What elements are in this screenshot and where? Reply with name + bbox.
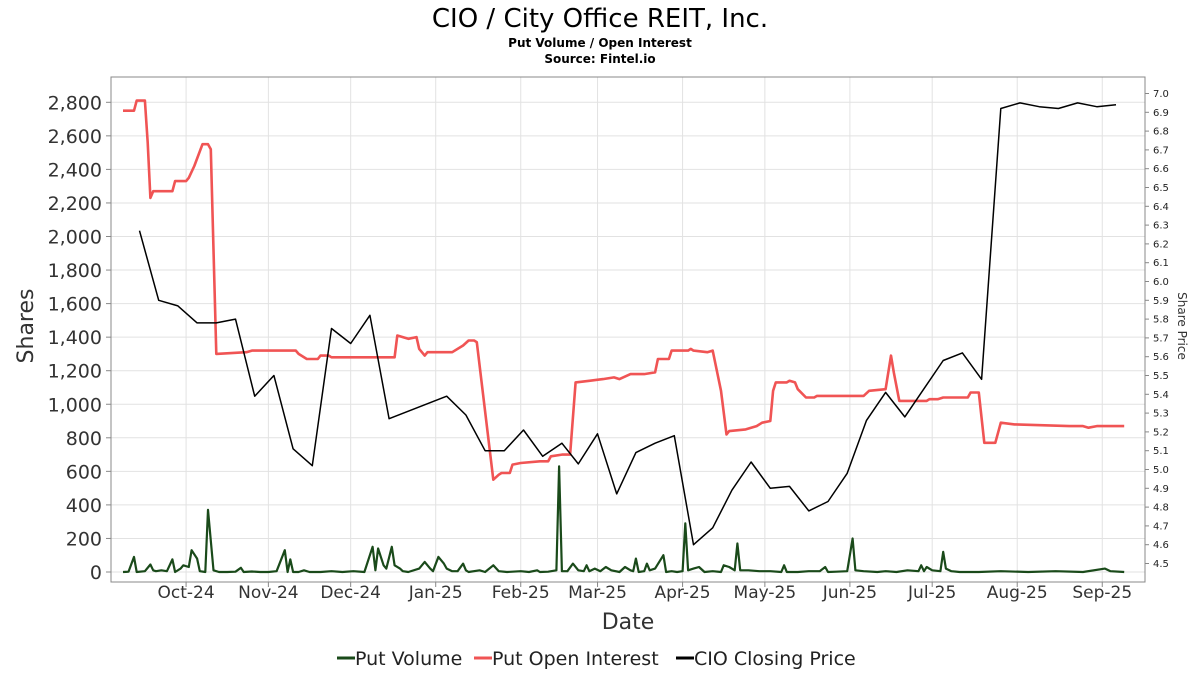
y2-tick-label: 6.0 [1153,277,1169,288]
y-tick-label: 2,800 [48,92,102,114]
y-tick-label: 2,600 [48,126,102,148]
y2-tick-label: 5.5 [1153,371,1169,382]
x-axis: Oct-24 Nov-24 Dec-24 Jan-25 Feb-25 Mar-25 Apr-… [158,582,1132,603]
chart-subtitle: Put Volume / Open Interest [508,36,692,50]
legend-label-put-volume: Put Volume [355,648,462,670]
x-tick-label: Jul-25 [907,583,956,603]
y-tick-label: 1,600 [48,294,102,316]
y-tick-label: 1,200 [48,361,102,383]
legend: Put Volume Put Open Interest CIO Closing P… [337,648,856,670]
y2-tick-label: 6.4 [1153,202,1169,213]
y2-tick-label: 5.8 [1153,315,1169,326]
y2-tick-label: 6.9 [1153,108,1169,119]
y2-tick-label: 4.8 [1153,503,1169,514]
y-tick-label: 0 [90,562,102,584]
y-tick-label: 1,800 [48,260,102,282]
y2-tick-label: 6.6 [1153,164,1169,175]
y2-tick-label: 4.6 [1153,540,1169,551]
y2-tick-label: 5.6 [1153,352,1169,363]
y2-tick-label: 5.3 [1153,409,1169,420]
y2-tick-label: 6.3 [1153,221,1169,232]
y2-tick-label: 6.1 [1153,258,1169,269]
series-line-cio-closing-price [138,102,1117,546]
x-tick-label: Dec-24 [320,583,381,603]
y-tick-label: 400 [66,495,102,517]
y2-tick-label: 5.1 [1153,446,1169,457]
y-tick-label: 2,400 [48,159,102,181]
y-tick-label: 800 [66,428,102,450]
y2-tick-label: 5.0 [1153,465,1169,476]
legend-label-cio-closing-price: CIO Closing Price [694,648,856,670]
x-tick-label: Apr-25 [655,583,711,603]
y2-tick-label: 6.7 [1153,145,1169,156]
y2-tick-label: 5.9 [1153,296,1169,307]
x-tick-label: Aug-25 [987,583,1048,603]
y-tick-label: 2,200 [48,193,102,215]
y-tick-label: 200 [66,528,102,550]
y2-tick-label: 4.5 [1153,559,1169,570]
legend-label-put-open-interest: Put Open Interest [492,648,659,670]
series-line-put-open-interest [123,99,1125,482]
y2-tick-label: 6.5 [1153,183,1169,194]
x-axis-title: Date [602,610,655,635]
x-tick-label: Feb-25 [492,583,550,603]
x-tick-label: Jun-25 [822,583,877,603]
chart-title: CIO / City Office REIT, Inc. [432,4,768,34]
y2-tick-label: 6.2 [1153,239,1169,250]
x-tick-label: Oct-24 [158,583,215,603]
x-tick-label: Sep-25 [1072,583,1132,603]
series-line-put-volume [122,465,1125,574]
y2-tick-label: 4.9 [1153,484,1169,495]
chart-source: Source: Fintel.io [544,52,655,66]
y2-tick-label: 5.2 [1153,427,1169,438]
x-tick-label: May-25 [734,583,797,603]
series-layer [122,99,1125,574]
grid-lines [111,77,1145,582]
y-tick-label: 600 [66,461,102,483]
left-axis: 0 200 400 600 800 1,000 1,200 1,400 1,600 1,800 2,… [48,92,111,584]
plot-frame [110,76,1146,583]
y2-axis-title: Share Price [1175,292,1189,360]
y-tick-label: 2,000 [48,227,102,249]
x-tick-label: Jan-25 [408,583,463,603]
y-axis-title: Shares [14,289,39,364]
right-axis: 4.5 4.6 4.7 4.8 4.9 5.0 5.1 5.2 5.3 5.4 5.5 5.6 5.7 5… [1145,89,1169,570]
x-tick-label: Mar-25 [568,583,627,603]
y2-tick-label: 5.4 [1153,390,1169,401]
x-tick-label: Nov-24 [238,583,299,603]
y-tick-label: 1,400 [48,327,102,349]
y2-tick-label: 4.7 [1153,521,1169,532]
y2-tick-label: 5.7 [1153,333,1169,344]
y2-tick-label: 7.0 [1153,89,1169,100]
y2-tick-label: 6.8 [1153,127,1169,138]
y-tick-label: 1,000 [48,394,102,416]
